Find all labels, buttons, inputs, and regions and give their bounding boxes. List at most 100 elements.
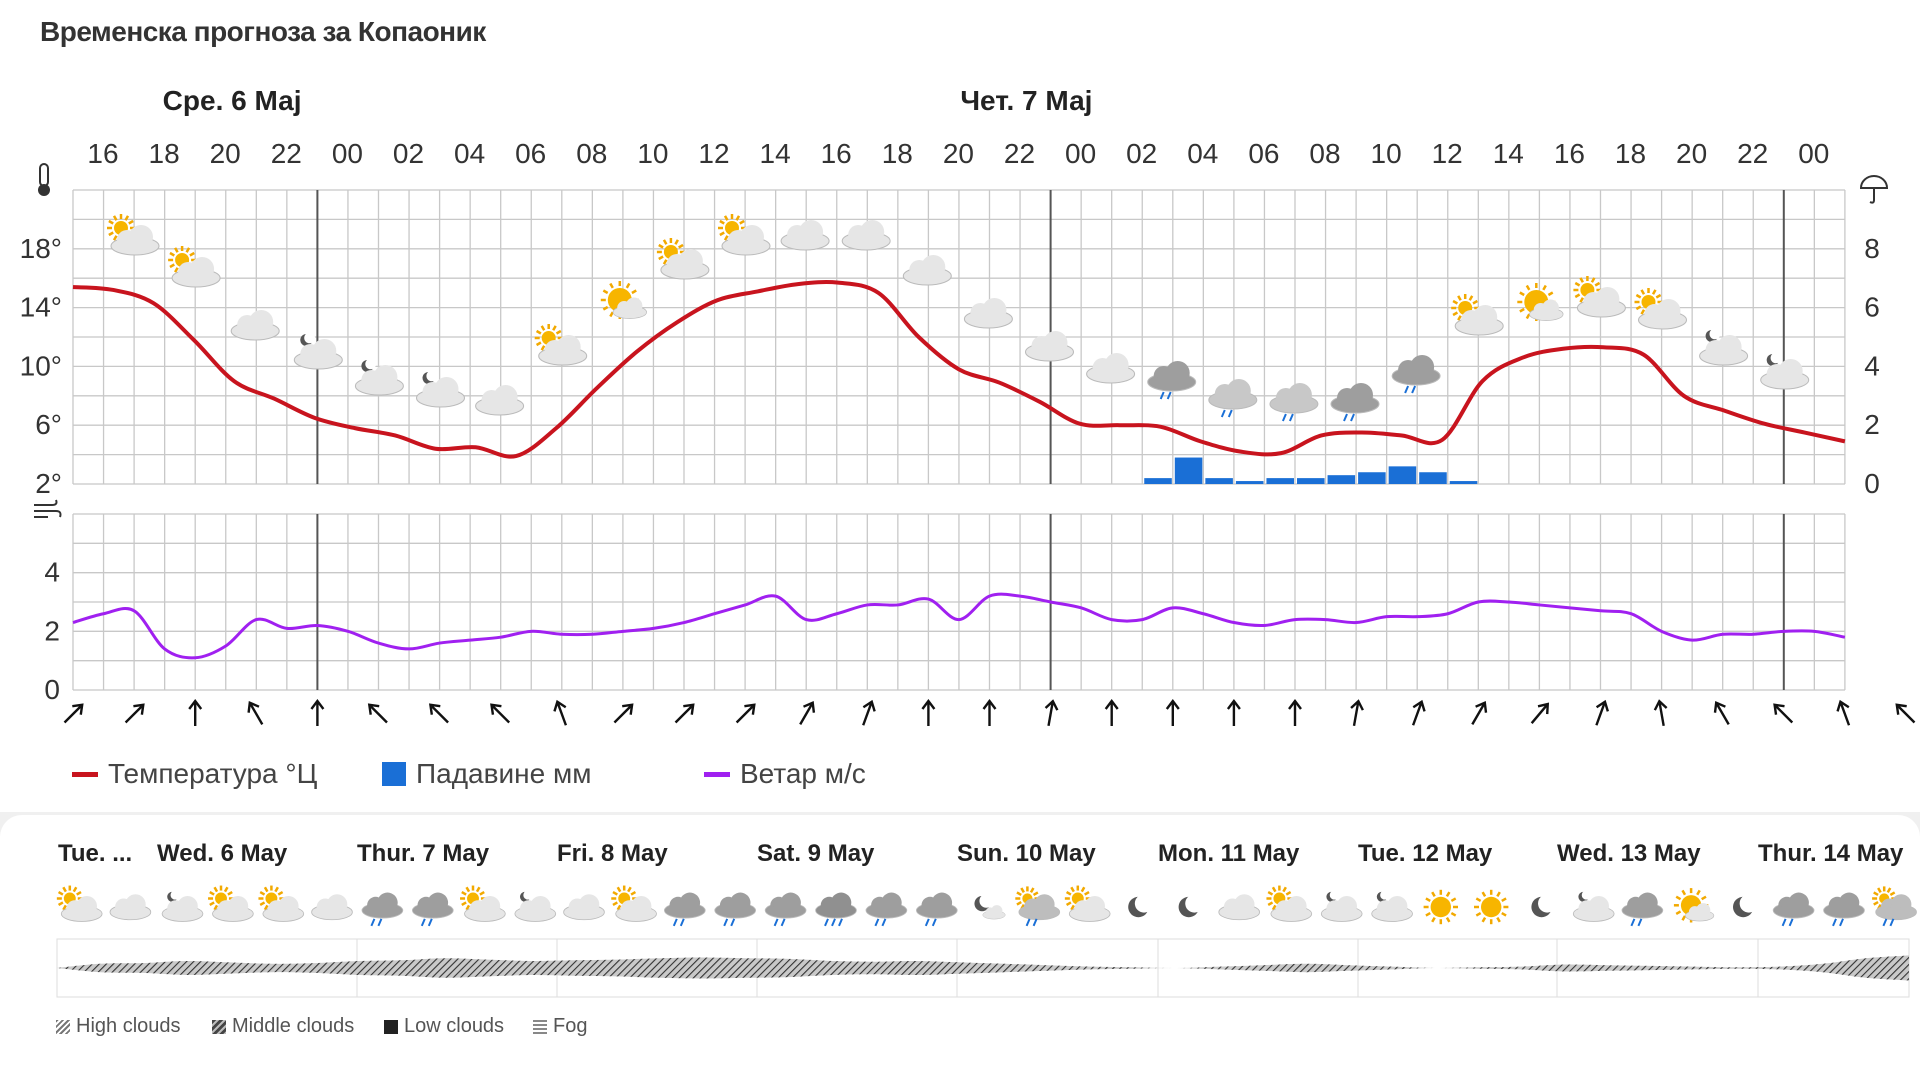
cloud-part	[817, 905, 855, 918]
wind-arrow-shaft	[862, 703, 873, 726]
hour-label: 20	[943, 138, 974, 169]
sun-ray	[540, 325, 546, 331]
wind-arrow-shaft	[613, 705, 632, 724]
precipitation-tick: 8	[1864, 233, 1880, 264]
sun-ray	[658, 243, 664, 249]
cloud-part	[614, 308, 646, 318]
cloud-part	[1825, 905, 1863, 918]
sun-ray	[174, 267, 179, 273]
wind-arrow-head	[982, 699, 997, 710]
cloud-part	[111, 907, 150, 919]
long-range-day-label: Sun. 10 May	[957, 840, 1096, 867]
sun-ray	[616, 904, 622, 911]
moon-cut	[1380, 890, 1390, 900]
sun-ray	[1481, 891, 1487, 898]
wind-arrow-head	[72, 703, 84, 715]
cloud-part	[466, 908, 504, 921]
wind-arrow	[613, 703, 634, 724]
light-rain-cloud-icon	[1208, 379, 1258, 418]
cloud-part	[363, 905, 402, 918]
hour-label: 06	[1248, 138, 1279, 169]
wind-icon-lines	[34, 499, 62, 518]
hour-label: 00	[1798, 138, 1829, 169]
rain-drop	[1839, 918, 1844, 927]
long-range-day-label: Tue. 12 May	[1358, 840, 1493, 867]
wind-arrow	[1653, 699, 1668, 727]
sun-ray	[72, 886, 78, 893]
umbrella-handle	[1869, 188, 1875, 204]
sun-ray	[1696, 889, 1701, 896]
cloud-part	[1762, 374, 1807, 388]
sun-ray	[1519, 307, 1525, 313]
moon-shape	[1531, 894, 1557, 918]
rain-drop	[730, 918, 736, 927]
sun-ray	[1271, 904, 1277, 911]
sun-ray	[1282, 886, 1287, 893]
sun-ray	[1070, 886, 1075, 893]
cloud-part	[1877, 907, 1915, 919]
cloud-part	[724, 240, 768, 254]
long-range-day-label: Fri. 8 May	[557, 840, 668, 867]
cloud-shape	[1760, 359, 1810, 390]
fog-swatch	[533, 1019, 547, 1034]
wind-arrow-head	[1713, 701, 1726, 713]
rain-day-icon	[1015, 886, 1061, 927]
cloud-shape	[514, 895, 557, 922]
cloud-shape	[764, 892, 807, 919]
sun-ray	[535, 341, 542, 347]
cloud-shape	[354, 365, 404, 396]
cloud-shape	[982, 905, 1006, 920]
cloud-shape	[411, 892, 454, 919]
partly-cloudy-day-icon	[258, 885, 305, 922]
moon-cut	[1581, 890, 1591, 900]
partly-cloudy-night-icon	[1572, 890, 1615, 922]
legend-low-clouds: Low clouds	[384, 1015, 504, 1038]
cloud-shape	[475, 385, 525, 416]
wind-arrow-head	[1653, 699, 1668, 711]
mostly-sunny-icon	[1517, 283, 1564, 321]
moon-cut	[1329, 890, 1339, 900]
legend-high-clouds-label: High clouds	[76, 1015, 181, 1037]
middle-clouds-swatch	[212, 1019, 226, 1034]
cloud-shape	[110, 225, 160, 256]
sun-ray	[1655, 293, 1662, 299]
temperature-tick: 6°	[35, 409, 62, 440]
precipitation-tick: 0	[1864, 468, 1880, 499]
temperature-tick: 10°	[20, 350, 62, 381]
partly-cloudy-night-icon	[1320, 890, 1363, 922]
sun-ray	[1675, 910, 1682, 915]
rain-drop	[780, 918, 786, 927]
wind-arrow-head	[1288, 699, 1302, 710]
cloud-shape	[721, 225, 771, 256]
thermometer-bulb	[38, 184, 50, 196]
sun-ray	[1032, 891, 1039, 897]
hour-label: 20	[210, 138, 241, 169]
precipitation-bar	[1358, 472, 1386, 484]
sun-ray	[612, 890, 618, 896]
wind-arrow-head	[247, 701, 260, 713]
wind-arrow-shaft	[1411, 703, 1423, 726]
partly-cloudy-night-icon	[1699, 328, 1749, 366]
wind-arrow	[862, 699, 876, 726]
moon-shape	[1376, 890, 1390, 902]
cloud-shape	[464, 895, 506, 922]
rain-cloud-icon	[1147, 361, 1197, 400]
wind-arrow-shaft	[1352, 702, 1360, 727]
hour-label: 18	[882, 138, 913, 169]
wind-arrow	[63, 703, 84, 724]
moon-icon	[1733, 894, 1758, 918]
legend-fog: Fog	[533, 1015, 587, 1038]
hour-label: 20	[1676, 138, 1707, 169]
rain-drop	[1882, 918, 1888, 927]
rain-day-icon	[1872, 886, 1917, 927]
moon-cut	[1739, 894, 1758, 913]
rain-drop	[831, 918, 836, 927]
sun-disc	[1430, 896, 1451, 918]
wind-arrow-head	[1104, 699, 1119, 710]
sun-ray	[739, 219, 745, 225]
cloud-part	[1220, 907, 1258, 919]
sun-ray	[662, 259, 668, 265]
cloud-part	[565, 907, 603, 919]
hour-label: 10	[637, 138, 668, 169]
cloud-shape	[293, 339, 343, 370]
